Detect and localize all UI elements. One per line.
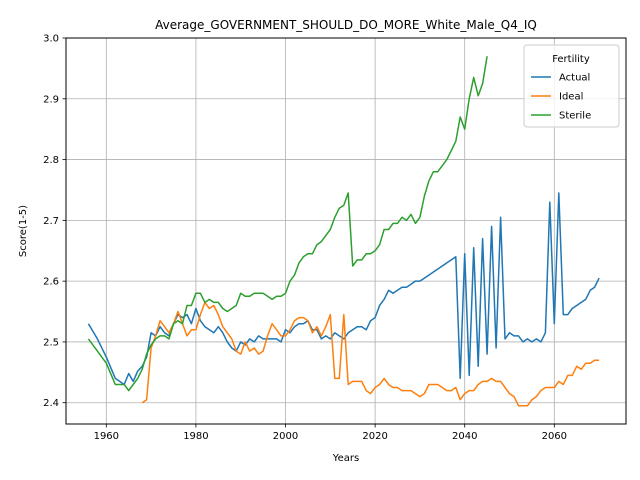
y-axis-label: Score(1-5)	[18, 205, 29, 257]
legend: Fertility Actual Ideal Sterile	[523, 44, 620, 128]
legend-label-actual: Actual	[559, 73, 590, 84]
x-axis-label: Years	[332, 453, 359, 464]
y-tick-label: 2.4	[43, 398, 59, 409]
chart-title: Average_GOVERNMENT_SHOULD_DO_MORE_White_…	[155, 18, 537, 32]
axis-ticks: 1960 1980 2000 2020 2040 2060 2.4 2.5 2.6 2.7 2.8 2…	[43, 34, 567, 443]
x-tick-label: 2040	[452, 431, 477, 442]
legend-title: Fertility	[552, 54, 590, 65]
series-line-ideal	[141, 301, 600, 407]
series-layer	[87, 56, 600, 407]
y-tick-label: 2.7	[43, 216, 59, 227]
legend-items: Actual Ideal Sterile	[531, 73, 591, 122]
x-tick-label: 2060	[542, 431, 567, 442]
legend-box	[523, 44, 620, 128]
y-tick-label: 2.9	[43, 94, 59, 105]
plot-frame	[65, 37, 627, 425]
legend-label-sterile: Sterile	[559, 111, 591, 122]
y-tick-label: 3.0	[43, 34, 59, 45]
series-line-sterile	[87, 56, 488, 392]
x-tick-label: 1980	[183, 431, 208, 442]
legend-label-ideal: Ideal	[559, 92, 583, 103]
x-tick-label: 2020	[362, 431, 387, 442]
y-tick-label: 2.8	[43, 155, 59, 166]
x-tick-label: 1960	[94, 431, 119, 442]
y-tick-label: 2.6	[43, 277, 59, 288]
x-tick-label: 2000	[273, 431, 298, 442]
series-line-actual	[87, 192, 600, 386]
y-tick-label: 2.5	[43, 337, 59, 348]
grid-lines	[66, 37, 626, 424]
